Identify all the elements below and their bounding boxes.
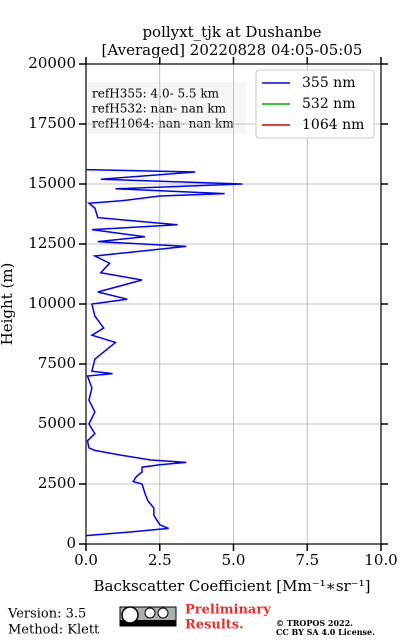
y-tick-label: 10000 bbox=[28, 294, 76, 312]
y-tick-label: 2500 bbox=[38, 474, 76, 492]
annotation: refH532: nan- nan km bbox=[92, 102, 227, 116]
cc-logo bbox=[119, 606, 177, 627]
y-tick-label: 17500 bbox=[28, 114, 76, 132]
y-tick-label: 5000 bbox=[38, 414, 76, 432]
legend-label: 532 nm bbox=[302, 96, 355, 112]
preliminary: Results. bbox=[185, 618, 244, 633]
annotation: refH1064: nan- nan km bbox=[92, 117, 234, 131]
y-tick-label: 20000 bbox=[28, 54, 76, 72]
chart-title: pollyxt_tjk at Dushanbe bbox=[142, 23, 321, 41]
method: Method: Klett bbox=[8, 623, 100, 638]
y-axis-label: Height (m) bbox=[0, 263, 16, 346]
data-line bbox=[85, 168, 243, 537]
x-tick-label: 7.5 bbox=[295, 551, 319, 569]
x-tick-label: 10.0 bbox=[364, 551, 397, 569]
y-tick-label: 0 bbox=[66, 534, 76, 552]
chart-title: [Averaged] 20220828 04:05-05:05 bbox=[102, 41, 363, 59]
version: Version: 3.5 bbox=[7, 607, 86, 622]
copyright: CC BY SA 4.0 License. bbox=[276, 627, 375, 637]
preliminary: Preliminary bbox=[185, 603, 271, 618]
copyright: © TROPOS 2022. bbox=[276, 618, 353, 628]
plot-frame bbox=[85, 63, 382, 545]
y-tick-label: 12500 bbox=[28, 234, 76, 252]
legend-label: 355 nm bbox=[302, 75, 355, 91]
legend-label: 1064 nm bbox=[302, 117, 364, 133]
y-tick-label: 15000 bbox=[28, 174, 76, 192]
x-tick-label: 0.0 bbox=[74, 551, 98, 569]
x-tick-label: 5.0 bbox=[222, 551, 246, 569]
x-tick-label: 2.5 bbox=[148, 551, 172, 569]
y-tick-label: 7500 bbox=[38, 354, 76, 372]
x-axis-label: Backscatter Coefficient [Mm⁻¹∗sr⁻¹] bbox=[94, 577, 371, 595]
annotation-box bbox=[88, 82, 246, 134]
legend-box bbox=[255, 69, 375, 139]
annotation: refH355: 4.0- 5.5 km bbox=[92, 87, 220, 101]
